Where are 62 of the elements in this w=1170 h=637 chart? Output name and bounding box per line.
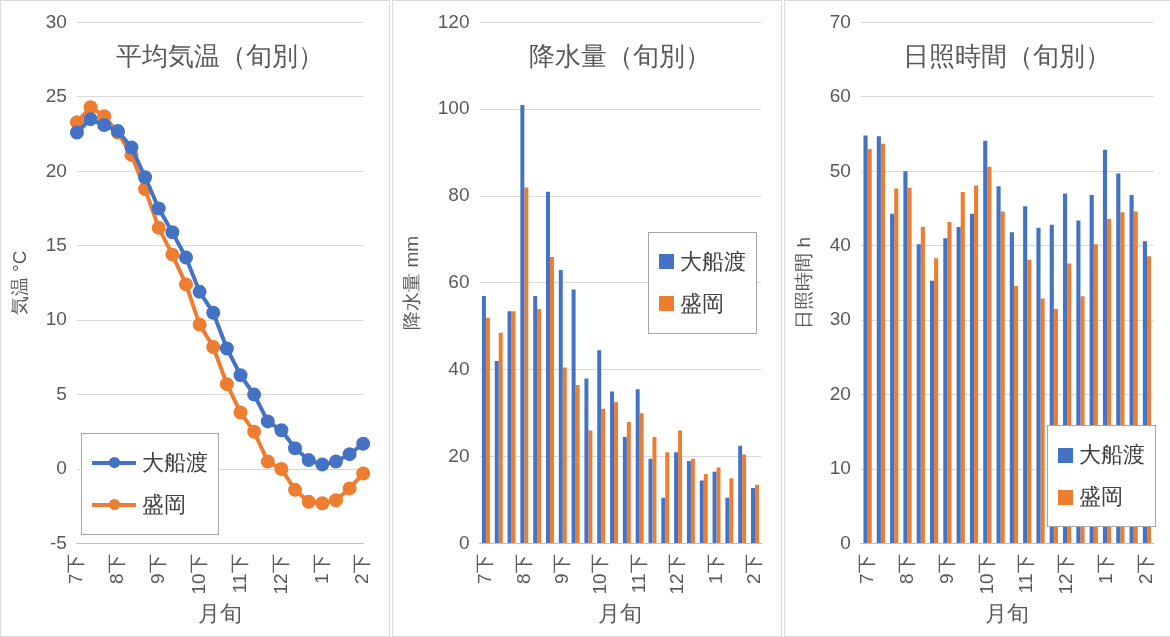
- y-tick-label: 0: [458, 531, 470, 553]
- y-tick-label: 10: [829, 457, 851, 479]
- y-axis-title: 気温 °C: [8, 250, 30, 316]
- x-tick-label: 9下: [146, 554, 168, 585]
- x-tick-label: 8下: [895, 554, 917, 585]
- y-tick-label: 10: [45, 308, 67, 330]
- y-tick-label: 20: [829, 382, 851, 404]
- x-axis-title: 月旬: [198, 600, 243, 626]
- y-tick-label: 20: [448, 444, 470, 466]
- y-tick-label: 5: [56, 382, 67, 404]
- y-tick-label: 80: [448, 184, 470, 206]
- y-tick-label: 30: [829, 308, 851, 330]
- x-tick-label: 9下: [935, 554, 957, 585]
- x-tick-label: 10下: [187, 554, 209, 595]
- y-tick-label: 50: [829, 159, 851, 181]
- y-tick-label: 40: [448, 358, 470, 380]
- x-tick-label: 2下: [743, 554, 765, 585]
- x-tick-label: 10下: [975, 554, 997, 595]
- legend-label: 盛岡: [680, 289, 725, 318]
- x-tick-label: 8下: [106, 554, 128, 585]
- y-tick-label: -5: [50, 531, 67, 553]
- x-tick-label: 7下: [65, 554, 87, 585]
- legend-label: 盛岡: [141, 491, 186, 520]
- x-tick-label: 8下: [512, 554, 534, 585]
- x-tick-label: 2下: [351, 554, 373, 585]
- x-axis-title: 月旬: [985, 600, 1030, 626]
- x-tick-label: 1下: [1095, 554, 1117, 585]
- text: 平均気温（旬別）: [116, 41, 325, 72]
- y-tick-label: 0: [56, 457, 67, 479]
- x-tick-label: 12下: [1055, 554, 1077, 595]
- legend-label: 盛岡: [1078, 483, 1123, 512]
- x-tick-label: 1下: [704, 554, 726, 585]
- x-axis-title: 月旬: [598, 600, 643, 626]
- y-tick-label: 70: [829, 10, 851, 32]
- y-axis-title: 日照時間 h: [792, 237, 814, 329]
- x-tick-label: 7下: [855, 554, 877, 585]
- text: 降水量（旬別）: [529, 41, 712, 72]
- x-tick-label: 11下: [1015, 554, 1037, 594]
- y-tick-label: 15: [45, 233, 67, 255]
- x-tick-label: 12下: [666, 554, 688, 595]
- x-tick-label: 11下: [627, 554, 649, 594]
- legend-label: 大船渡: [680, 247, 747, 276]
- y-tick-label: 60: [448, 271, 470, 293]
- legend-label: 大船渡: [1078, 441, 1145, 470]
- y-axis-title: 降水量 mm: [400, 235, 422, 330]
- x-tick-label: 1下: [310, 554, 332, 585]
- x-tick-label: 2下: [1135, 554, 1157, 585]
- text: 日照時間（旬別）: [903, 41, 1112, 72]
- legend-label: 大船渡: [141, 449, 208, 478]
- x-tick-label: 7下: [474, 554, 496, 585]
- x-tick-label: 10下: [589, 554, 611, 595]
- y-tick-label: 20: [45, 159, 67, 181]
- y-tick-label: 25: [45, 85, 67, 107]
- y-tick-label: 40: [829, 233, 851, 255]
- y-tick-label: 100: [437, 97, 470, 119]
- y-tick-label: 60: [829, 85, 851, 107]
- y-tick-label: 0: [840, 531, 851, 553]
- y-tick-label: 120: [437, 10, 470, 32]
- x-tick-label: 9下: [551, 554, 573, 585]
- x-tick-label: 11下: [228, 554, 250, 594]
- y-tick-label: 30: [45, 10, 67, 32]
- x-tick-label: 12下: [269, 554, 291, 595]
